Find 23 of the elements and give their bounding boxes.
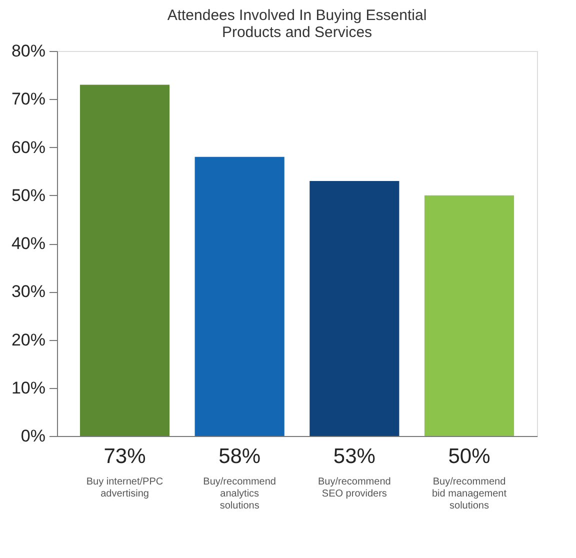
bar	[194, 156, 284, 436]
y-tick-label: 40%	[11, 234, 46, 253]
y-tick-label: 50%	[11, 186, 46, 205]
bar	[80, 84, 170, 436]
x-tick-label: Buy/recommend analytics solutions	[203, 476, 276, 512]
x-tick-label: Buy/recommend SEO providers	[318, 476, 391, 500]
data-label: 50%	[448, 445, 490, 468]
x-tick-label: Buy internet/PPC advertising	[86, 476, 164, 500]
data-label: 53%	[333, 445, 376, 468]
text: Products and Services	[222, 24, 372, 41]
y-tick-label: 60%	[11, 138, 46, 157]
x-tick-label: Buy/recommend bid management solutions	[432, 476, 507, 512]
data-label: 73%	[104, 445, 146, 468]
y-tick-label: 80%	[11, 42, 46, 60]
y-tick-label: 10%	[11, 378, 46, 398]
bar	[310, 180, 400, 436]
text: Attendees Involved In Buying Essential	[167, 7, 427, 24]
y-tick-label: 30%	[11, 282, 46, 302]
bar	[424, 195, 514, 436]
y-tick-label: 20%	[11, 330, 46, 350]
y-tick-label: 0%	[20, 426, 46, 446]
data-label: 58%	[218, 445, 261, 468]
y-tick-label: 70%	[11, 90, 46, 109]
